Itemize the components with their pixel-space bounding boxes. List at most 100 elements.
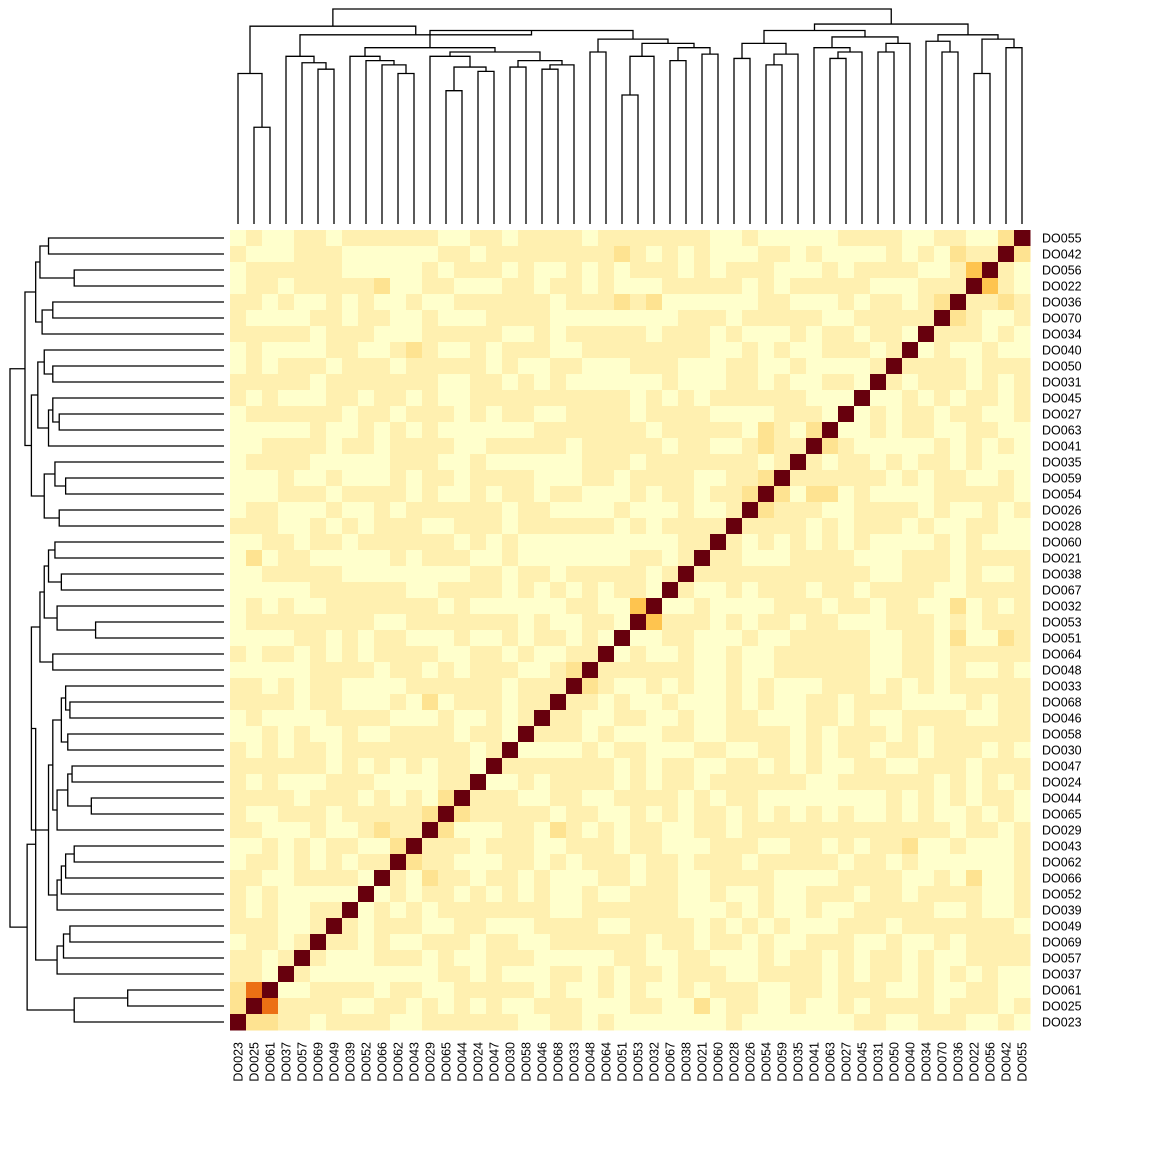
heatmap-cell [438,486,455,503]
heatmap-cell [662,534,679,551]
heatmap-cell [534,806,551,823]
heatmap-cell [246,582,263,599]
heatmap-cell [742,230,759,247]
dendrogram-branch [831,36,899,48]
heatmap-cell [726,854,743,871]
heatmap-cell [806,822,823,839]
heatmap-cell [390,998,407,1015]
heatmap-cell [742,374,759,391]
dendrogram-branch [765,64,783,224]
heatmap-cell [966,678,983,695]
heatmap-cell [710,902,727,919]
heatmap-cell [486,438,503,455]
dendrogram-branch [56,605,224,631]
heatmap-cell [870,582,887,599]
heatmap-cell [534,870,551,887]
heatmap-cell [582,630,599,647]
heatmap-cell [390,982,407,999]
heatmap-cell [854,534,871,551]
heatmap-cell [918,646,935,663]
heatmap-cell [230,310,247,327]
heatmap-cell [454,918,471,935]
heatmap-cell [774,950,791,967]
heatmap-cell [614,982,631,999]
heatmap-cell [630,342,647,359]
heatmap-cell [758,614,775,631]
heatmap-cell [710,982,727,999]
heatmap-cell [1014,662,1031,679]
heatmap-cell [886,918,903,935]
heatmap-cell [758,886,775,903]
heatmap-cell [262,678,279,695]
heatmap-cell [310,326,327,343]
heatmap-cell [438,566,455,583]
heatmap-cell [310,262,327,279]
heatmap-cell [294,678,311,695]
heatmap-cell [630,454,647,471]
heatmap-cell [438,998,455,1015]
heatmap-cell [918,998,935,1015]
heatmap-cell [854,326,871,343]
heatmap-cell [966,438,983,455]
heatmap-cell [982,406,999,423]
heatmap-cell [262,230,279,247]
heatmap-cell [390,502,407,519]
heatmap-cell [294,774,311,791]
heatmap-cell [854,406,871,423]
heatmap-cell [774,358,791,375]
heatmap-cell [406,278,423,295]
dendrogram-branch [813,23,969,35]
heatmap-cell [1014,822,1031,839]
heatmap-cell [502,454,519,471]
heatmap-cell [598,246,615,263]
heatmap-cell [870,310,887,327]
heatmap-cell [422,662,439,679]
heatmap-cell [518,550,535,567]
heatmap-cell [342,838,359,855]
heatmap-cell [582,902,599,919]
heatmap-cell [326,726,343,743]
heatmap-cell [742,534,759,551]
heatmap-cell [742,982,759,999]
heatmap-cell [806,806,823,823]
heatmap-cell [886,614,903,631]
heatmap-cell [246,646,263,663]
heatmap-cell [502,966,519,983]
heatmap-cell [566,838,583,855]
column-label: DO059 [776,1042,790,1082]
heatmap-cell [230,262,247,279]
heatmap-cell [854,982,871,999]
heatmap-cell [966,822,983,839]
heatmap-cell [518,758,535,775]
heatmap-cell [854,742,871,759]
heatmap-cell [726,934,743,951]
heatmap-cell [502,726,519,743]
heatmap-cell [230,758,247,775]
heatmap-cell [966,854,983,871]
heatmap-cell [470,262,487,279]
heatmap-cell [550,454,567,471]
heatmap-cell [982,790,999,807]
heatmap-cell [550,710,567,727]
heatmap-cell [294,950,311,967]
heatmap-cell [310,598,327,615]
heatmap-cell [790,790,807,807]
heatmap-cell [790,406,807,423]
heatmap-cell [246,806,263,823]
heatmap-cell [550,294,567,311]
heatmap-cell [918,902,935,919]
heatmap-cell [694,374,711,391]
heatmap-cell [758,774,775,791]
heatmap-cell [262,982,279,999]
heatmap-cell [502,262,519,279]
heatmap-cell [902,806,919,823]
heatmap-cell [470,326,487,343]
heatmap-cell [662,710,679,727]
heatmap-cell [918,694,935,711]
heatmap-cell [1014,454,1031,471]
heatmap-cell [950,774,967,791]
heatmap-cell [662,486,679,503]
heatmap-cell [598,854,615,871]
heatmap-cell [582,278,599,295]
heatmap-cell [550,582,567,599]
